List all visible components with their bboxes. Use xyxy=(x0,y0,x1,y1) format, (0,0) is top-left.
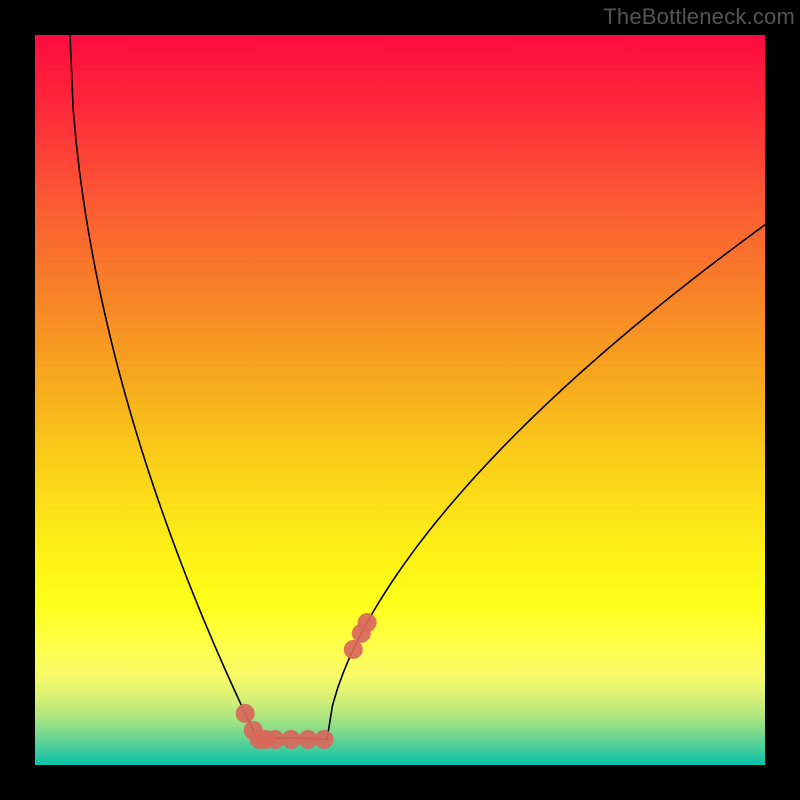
watermark-text: TheBottleneck.com xyxy=(603,4,795,30)
plot-area xyxy=(35,35,765,765)
gradient-background xyxy=(35,35,765,765)
marker-dot xyxy=(236,704,255,723)
marker-dot xyxy=(282,730,301,749)
plot-svg xyxy=(35,35,765,765)
marker-dot xyxy=(315,730,334,749)
chart-container: TheBottleneck.com xyxy=(0,0,800,800)
marker-dot xyxy=(344,640,363,659)
marker-dot xyxy=(358,613,377,632)
